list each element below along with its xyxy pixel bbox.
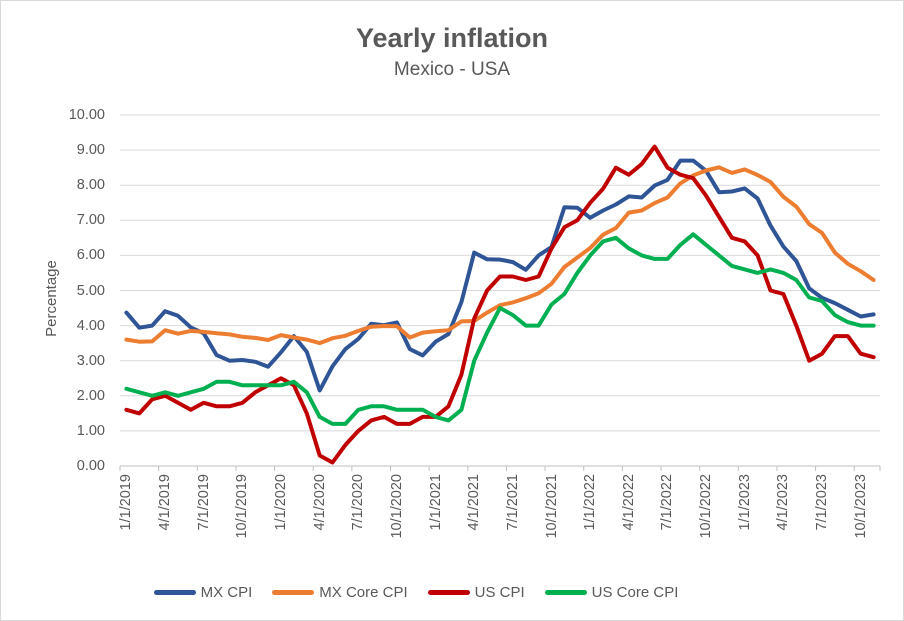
- legend-line-swatch-icon: [427, 589, 470, 595]
- y-tick-label: 2.00: [76, 387, 105, 404]
- x-tick-label: 4/1/2020: [311, 474, 328, 531]
- legend-label: MX Core CPI: [319, 583, 408, 601]
- x-tick-label: 1/1/2023: [736, 474, 753, 531]
- x-tick-label: 7/1/2019: [195, 474, 212, 531]
- x-tick-label: 1/1/2022: [582, 474, 599, 531]
- legend-label: MX CPI: [200, 583, 253, 601]
- chart-subtitle: Mexico - USA: [393, 59, 511, 80]
- y-tick-label: 10.00: [68, 107, 105, 123]
- legend: MX CPI MX Core CPI US CPI US Core CPI: [1, 579, 831, 605]
- x-tick-label: 4/1/2019: [157, 474, 174, 531]
- x-tick-label: 7/1/2021: [504, 474, 521, 531]
- legend-line-swatch-icon: [544, 589, 587, 595]
- x-tick-label: 10/1/2021: [543, 474, 560, 539]
- y-tick-label: 5.00: [76, 282, 105, 299]
- x-tick-label: 4/1/2023: [775, 474, 792, 531]
- x-tick-label: 4/1/2022: [620, 474, 637, 531]
- y-tick-label: 3.00: [76, 352, 105, 369]
- y-tick-label: 8.00: [76, 177, 105, 194]
- x-tick-label: 1/1/2021: [427, 474, 444, 531]
- x-tick-label: 10/1/2019: [234, 474, 251, 539]
- chart-title: Yearly inflation: [355, 23, 549, 53]
- x-tick-label: 10/1/2022: [698, 474, 715, 539]
- y-tick-label: 7.00: [76, 212, 105, 229]
- y-tick-label: 4.00: [76, 317, 105, 334]
- legend-line-swatch-icon: [153, 589, 196, 595]
- x-tick-label: 1/1/2019: [118, 474, 135, 531]
- legend-label: US CPI: [474, 583, 525, 601]
- x-tick-label: 10/1/2023: [852, 474, 869, 539]
- series-line-us-cpi: [124, 144, 876, 465]
- legend-item-us-cpi: US CPI: [427, 583, 525, 601]
- y-tick-label: 1.00: [76, 422, 105, 439]
- x-tick-label: 4/1/2021: [466, 474, 483, 531]
- series-line-mx-core-cpi: [124, 165, 876, 346]
- legend-item-mx-cpi: MX CPI: [153, 583, 253, 601]
- legend-line-swatch-icon: [272, 589, 315, 595]
- legend-label: US Core CPI: [591, 583, 679, 601]
- legend-item-mx-core-cpi: MX Core CPI: [272, 583, 408, 601]
- x-tick-label: 7/1/2023: [814, 474, 831, 531]
- y-tick-label: 0.00: [76, 458, 105, 474]
- x-tick-label: 1/1/2020: [273, 474, 290, 531]
- series-line-us-core-cpi: [124, 232, 876, 426]
- x-tick-label: 10/1/2020: [388, 474, 405, 539]
- legend-item-us-core-cpi: US Core CPI: [544, 583, 679, 601]
- series-line-mx-cpi: [124, 158, 876, 393]
- x-tick-label: 7/1/2020: [350, 474, 367, 531]
- y-tick-label: 6.00: [76, 247, 105, 264]
- y-tick-label: 9.00: [76, 142, 105, 159]
- x-tick-label: 7/1/2022: [659, 474, 676, 531]
